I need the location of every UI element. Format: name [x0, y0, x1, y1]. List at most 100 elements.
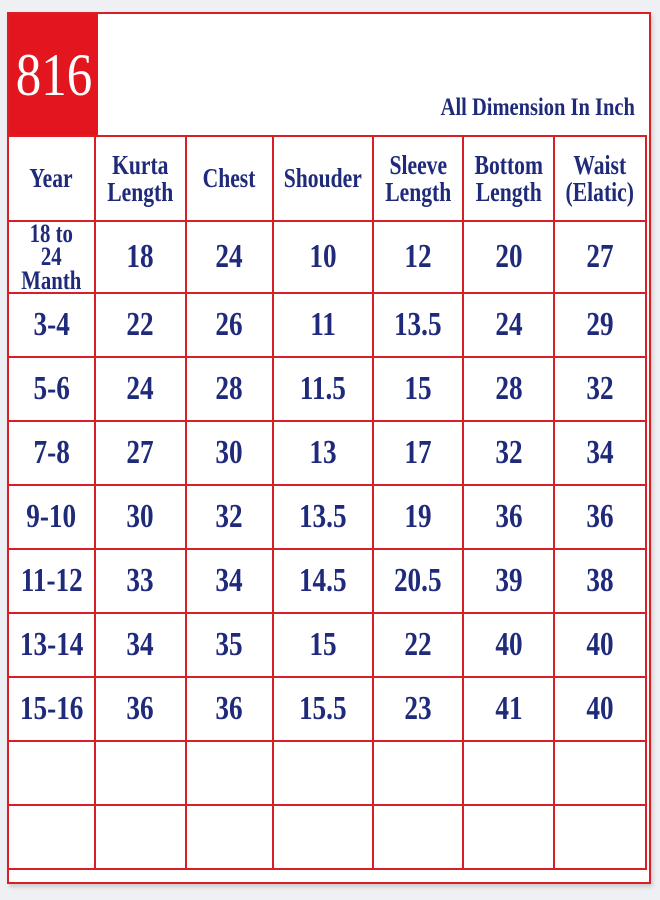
measurement-cell: 34	[184, 548, 274, 615]
table-row: 13-14 34 35 15 22 40 40	[7, 612, 647, 679]
measurement-cell: 36	[184, 676, 274, 743]
measurement-cell: 13	[271, 420, 374, 487]
cell-value: 19	[404, 498, 432, 536]
cell-value: 36	[126, 690, 154, 728]
measurement-cell: 19	[371, 484, 465, 551]
size-cell: 11-12	[7, 548, 96, 615]
measurement-cell: 30	[93, 484, 187, 551]
measurement-cell: 26	[184, 292, 274, 359]
cell-value: 11	[309, 306, 336, 344]
column-header: Waist (Elatic)	[553, 135, 647, 222]
size-table: Year Kurta Length Chest Shouder Sleeve Lengt…	[7, 135, 647, 871]
measurement-cell	[93, 804, 187, 871]
measurement-cell: 27	[553, 219, 647, 295]
cell-value: 24	[126, 370, 154, 408]
cell-value: 41	[494, 690, 523, 728]
cell-value: 34	[215, 562, 244, 600]
measurement-cell: 34	[93, 612, 187, 679]
table-row: 15-16 36 36 15.5 23 41 40	[7, 676, 647, 743]
measurement-cell: 30	[184, 420, 274, 487]
size-cell: 5-6	[7, 356, 96, 423]
measurement-cell: 24	[93, 356, 187, 423]
cell-value: 24	[215, 238, 244, 276]
measurement-cell: 39	[462, 548, 556, 615]
measurement-cell	[271, 740, 374, 807]
cell-value: 10	[309, 238, 337, 276]
measurement-cell	[462, 740, 556, 807]
measurement-cell: 20	[462, 219, 556, 295]
measurement-cell: 24	[184, 219, 274, 295]
cell-value: 36	[494, 498, 523, 536]
table-row: 11-12 33 34 14.5 20.5 39 38	[7, 548, 647, 615]
cell-value: 17	[404, 434, 432, 472]
table-row	[7, 804, 647, 871]
cell-value: 23	[404, 690, 432, 728]
measurement-cell: 32	[462, 420, 556, 487]
measurement-cell: 11.5	[271, 356, 374, 423]
column-header: Sleeve Length	[371, 135, 465, 222]
measurement-cell	[553, 804, 647, 871]
cell-value: 32	[494, 434, 523, 472]
measurement-cell	[184, 740, 274, 807]
cell-value: 26	[215, 306, 244, 344]
cell-value: 22	[404, 626, 432, 664]
cell-value: 13.5	[298, 498, 347, 536]
measurement-cell: 17	[371, 420, 465, 487]
cell-value: 40	[494, 626, 523, 664]
cell-value: 39	[494, 562, 523, 600]
measurement-cell: 12	[371, 219, 465, 295]
cell-value: 38	[586, 562, 614, 600]
measurement-cell: 35	[184, 612, 274, 679]
measurement-cell: 28	[184, 356, 274, 423]
cell-value: 40	[586, 690, 614, 728]
cell-value: 30	[215, 434, 244, 472]
measurement-cell	[93, 740, 187, 807]
measurement-cell: 18	[93, 219, 187, 295]
cell-value: 32	[215, 498, 244, 536]
size-cell: 15-16	[7, 676, 96, 743]
measurement-cell	[371, 740, 465, 807]
measurement-cell: 15	[271, 612, 374, 679]
column-header: Year	[7, 135, 96, 222]
measurement-cell: 32	[184, 484, 274, 551]
measurement-cell: 15.5	[271, 676, 374, 743]
unit-note: All Dimension In Inch	[440, 94, 635, 121]
size-cell	[7, 740, 96, 807]
cell-value: 13	[309, 434, 337, 472]
size-cell: 7-8	[7, 420, 96, 487]
cell-value: 18	[126, 238, 154, 276]
column-header-label: Year	[29, 163, 73, 194]
cell-value: 24	[494, 306, 523, 344]
measurement-cell: 38	[553, 548, 647, 615]
cell-value: 27	[586, 238, 614, 276]
table-row: 18 to 24 Manth 18 24 10 12 20 27	[7, 219, 647, 295]
measurement-cell: 36	[462, 484, 556, 551]
measurement-cell	[271, 804, 374, 871]
cell-value: 36	[215, 690, 244, 728]
header-row: Year Kurta Length Chest Shouder Sleeve Lengt…	[7, 135, 647, 222]
measurement-cell: 22	[371, 612, 465, 679]
cell-value: 20.5	[393, 562, 442, 600]
cell-value: 12	[404, 238, 432, 276]
measurement-cell: 28	[462, 356, 556, 423]
cell-value: 9-10	[26, 498, 77, 536]
column-header: Shouder	[271, 135, 374, 222]
cell-value: 27	[126, 434, 154, 472]
measurement-cell: 15	[371, 356, 465, 423]
measurement-cell: 32	[553, 356, 647, 423]
size-cell: 3-4	[7, 292, 96, 359]
table-row: 5-6 24 28 11.5 15 28 32	[7, 356, 647, 423]
column-header-label: Kurta Length	[107, 150, 174, 207]
cell-value: 36	[586, 498, 614, 536]
cell-value: 22	[126, 306, 154, 344]
cell-value: 35	[215, 626, 244, 664]
column-header: Chest	[184, 135, 274, 222]
column-header-label: Waist (Elatic)	[565, 150, 635, 207]
table-row	[7, 740, 647, 807]
measurement-cell: 27	[93, 420, 187, 487]
cell-value: 29	[586, 306, 614, 344]
measurement-cell	[462, 804, 556, 871]
cell-value: 32	[586, 370, 614, 408]
column-header-label: Bottom Length	[474, 150, 543, 207]
measurement-cell: 10	[271, 219, 374, 295]
